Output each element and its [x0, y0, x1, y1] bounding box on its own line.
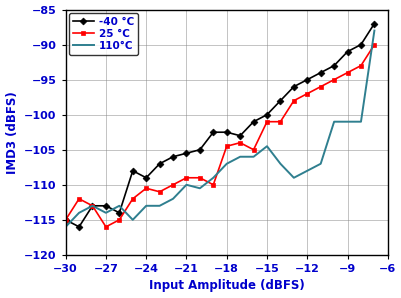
-40 °C — [117, 211, 122, 215]
110°C — [318, 162, 322, 165]
-40 °C — [77, 225, 81, 229]
-40 °C — [358, 43, 363, 46]
110°C — [157, 204, 162, 208]
25 °C — [331, 78, 336, 81]
110°C — [264, 145, 269, 148]
25 °C — [358, 64, 363, 67]
110°C — [144, 204, 148, 208]
25 °C — [291, 99, 296, 103]
25 °C — [211, 183, 215, 187]
-40 °C — [103, 204, 108, 208]
110°C — [170, 197, 175, 201]
110°C — [331, 120, 336, 123]
Line: -40 °C: -40 °C — [63, 21, 376, 229]
-40 °C — [251, 120, 255, 123]
-40 °C — [184, 151, 188, 155]
Line: 110°C: 110°C — [65, 31, 373, 227]
25 °C — [77, 197, 81, 201]
110°C — [130, 218, 135, 222]
-40 °C — [344, 50, 349, 53]
110°C — [304, 169, 309, 173]
-40 °C — [157, 162, 162, 165]
-40 °C — [90, 204, 95, 208]
-40 °C — [197, 148, 202, 151]
110°C — [103, 211, 108, 215]
-40 °C — [170, 155, 175, 159]
-40 °C — [331, 64, 336, 67]
-40 °C — [264, 113, 269, 117]
25 °C — [144, 187, 148, 190]
110°C — [117, 204, 122, 208]
110°C — [197, 187, 202, 190]
25 °C — [157, 190, 162, 194]
25 °C — [251, 148, 255, 151]
-40 °C — [304, 78, 309, 81]
25 °C — [264, 120, 269, 123]
-40 °C — [277, 99, 282, 103]
110°C — [224, 162, 229, 165]
-40 °C — [371, 22, 376, 25]
25 °C — [304, 92, 309, 95]
X-axis label: Input Amplitude (dBFS): Input Amplitude (dBFS) — [148, 280, 304, 292]
-40 °C — [237, 134, 242, 137]
110°C — [211, 176, 215, 180]
25 °C — [344, 71, 349, 74]
110°C — [77, 211, 81, 215]
110°C — [344, 120, 349, 123]
110°C — [371, 29, 376, 32]
-40 °C — [318, 71, 322, 74]
25 °C — [117, 218, 122, 222]
110°C — [184, 183, 188, 187]
25 °C — [130, 197, 135, 201]
Line: 25 °C: 25 °C — [63, 42, 376, 229]
-40 °C — [130, 169, 135, 173]
110°C — [251, 155, 255, 159]
25 °C — [170, 183, 175, 187]
25 °C — [103, 225, 108, 229]
110°C — [291, 176, 296, 180]
25 °C — [371, 43, 376, 46]
110°C — [237, 155, 242, 159]
110°C — [63, 225, 68, 229]
-40 °C — [291, 85, 296, 89]
110°C — [358, 120, 363, 123]
25 °C — [184, 176, 188, 180]
25 °C — [237, 141, 242, 145]
-40 °C — [211, 131, 215, 134]
-40 °C — [224, 131, 229, 134]
25 °C — [63, 218, 68, 222]
25 °C — [277, 120, 282, 123]
-40 °C — [63, 218, 68, 222]
Y-axis label: IMD3 (dBFS): IMD3 (dBFS) — [6, 91, 18, 173]
110°C — [277, 162, 282, 165]
110°C — [90, 204, 95, 208]
25 °C — [197, 176, 202, 180]
25 °C — [318, 85, 322, 89]
-40 °C — [144, 176, 148, 180]
Legend: -40 °C, 25 °C, 110°C: -40 °C, 25 °C, 110°C — [69, 13, 138, 55]
25 °C — [90, 204, 95, 208]
25 °C — [224, 145, 229, 148]
